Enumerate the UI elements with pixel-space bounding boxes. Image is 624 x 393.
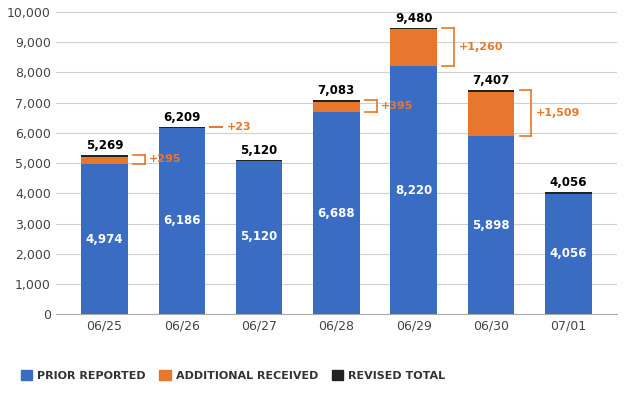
Bar	[313, 112, 359, 314]
Bar	[391, 28, 437, 66]
Bar	[391, 28, 437, 29]
Text: +295: +295	[149, 154, 182, 165]
Bar	[468, 90, 514, 92]
Bar	[313, 100, 359, 102]
Text: 6,186: 6,186	[163, 214, 200, 227]
Text: 6,688: 6,688	[318, 207, 355, 220]
Bar	[236, 160, 282, 162]
Text: 4,056: 4,056	[550, 176, 587, 189]
Bar	[545, 192, 592, 314]
Text: 4,974: 4,974	[85, 233, 123, 246]
Text: 5,120: 5,120	[240, 143, 278, 156]
Bar	[81, 155, 127, 157]
Bar	[236, 160, 282, 314]
Text: +395: +395	[381, 101, 414, 111]
Bar	[81, 164, 127, 314]
Text: 5,120: 5,120	[240, 230, 278, 244]
Bar	[158, 127, 205, 314]
Text: 5,898: 5,898	[472, 219, 510, 232]
Text: 8,220: 8,220	[395, 184, 432, 196]
Bar	[545, 192, 592, 193]
Text: 5,269: 5,269	[85, 139, 123, 152]
Bar	[158, 127, 205, 129]
Text: 7,407: 7,407	[472, 74, 510, 87]
Legend: PRIOR REPORTED, ADDITIONAL RECEIVED, REVISED TOTAL: PRIOR REPORTED, ADDITIONAL RECEIVED, REV…	[16, 365, 450, 385]
Text: 7,083: 7,083	[318, 84, 355, 97]
Bar	[391, 66, 437, 314]
Bar	[468, 136, 514, 314]
Text: 4,056: 4,056	[550, 246, 587, 259]
Bar	[468, 90, 514, 136]
Text: +1,260: +1,260	[459, 42, 503, 52]
Text: +23: +23	[227, 122, 251, 132]
Bar	[313, 100, 359, 112]
Text: +1,509: +1,509	[536, 108, 580, 118]
Bar	[81, 155, 127, 164]
Text: 6,209: 6,209	[163, 110, 200, 123]
Text: 9,480: 9,480	[395, 12, 432, 25]
